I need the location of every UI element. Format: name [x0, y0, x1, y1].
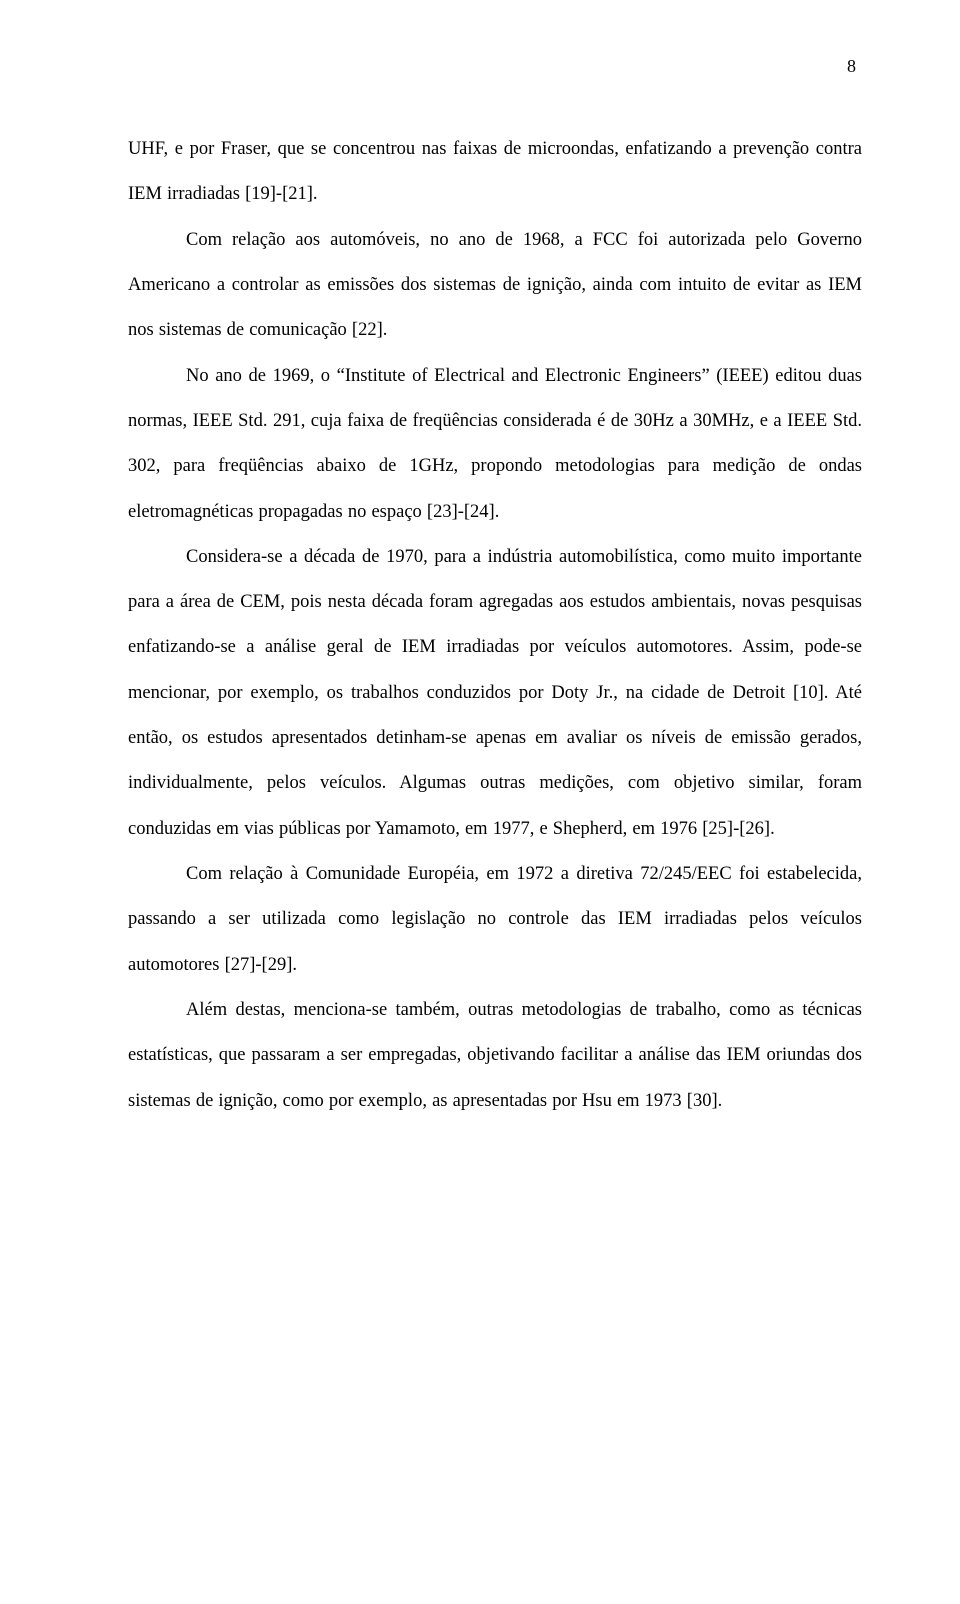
- body-paragraph: Além destas, menciona-se também, outras …: [128, 988, 862, 1124]
- body-paragraph: No ano de 1969, o “Institute of Electric…: [128, 354, 862, 535]
- body-paragraph: Com relação à Comunidade Européia, em 19…: [128, 852, 862, 988]
- page-number: 8: [128, 56, 862, 77]
- body-paragraph: Com relação aos automóveis, no ano de 19…: [128, 218, 862, 354]
- body-paragraph: Considera-se a década de 1970, para a in…: [128, 535, 862, 852]
- body-paragraph: UHF, e por Fraser, que se concentrou nas…: [128, 127, 862, 218]
